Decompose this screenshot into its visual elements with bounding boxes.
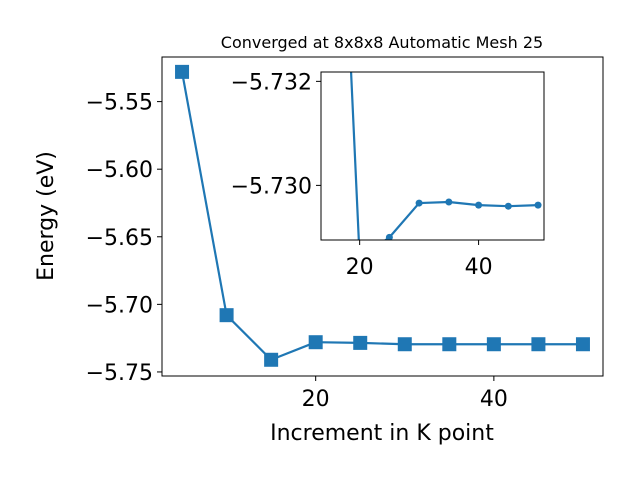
y-axis-label: Energy (eV) <box>34 151 59 281</box>
main-point <box>486 337 501 352</box>
inset-data-area <box>349 72 542 240</box>
inset-point <box>415 199 423 207</box>
chart-title: Converged at 8x8x8 Automatic Mesh 25 <box>221 33 543 52</box>
main-series-line <box>180 71 583 361</box>
main-y-tick-label: −5.65 <box>86 226 153 251</box>
main-x-tick-label: 40 <box>480 387 508 412</box>
inset-frame <box>320 71 545 241</box>
main-y-tick-label: −5.60 <box>86 158 153 183</box>
main-y-tick-label: −5.70 <box>86 293 153 318</box>
main-point <box>264 352 279 367</box>
inset-point <box>385 233 393 240</box>
main-point <box>308 335 323 350</box>
inset-y-tick-label: −5.732 <box>231 70 312 95</box>
main-y-tick-label: −5.55 <box>86 91 153 116</box>
main-point <box>531 337 546 352</box>
x-axis-label: Increment in K point <box>270 421 494 446</box>
inset-point <box>504 202 512 210</box>
main-data-area <box>175 64 590 367</box>
inset-x-tick-label: 20 <box>346 255 374 280</box>
main-x-tick-label: 20 <box>302 387 330 412</box>
inset-y-tick-label: −5.730 <box>231 174 312 199</box>
inset-point <box>534 201 542 209</box>
main-point <box>397 337 412 352</box>
inset-x-tick-label: 40 <box>465 255 493 280</box>
inset-plot: 20 40 −5.732 −5.730 <box>231 70 545 280</box>
main-y-tick-label: −5.75 <box>86 361 153 386</box>
main-point <box>575 337 590 352</box>
inset-point <box>475 201 483 209</box>
main-point <box>175 64 190 79</box>
main-point <box>219 308 234 323</box>
main-point <box>353 335 368 350</box>
main-point <box>442 337 457 352</box>
inset-series-line <box>349 72 539 240</box>
main-frame <box>161 56 604 377</box>
inset-point <box>445 198 453 206</box>
